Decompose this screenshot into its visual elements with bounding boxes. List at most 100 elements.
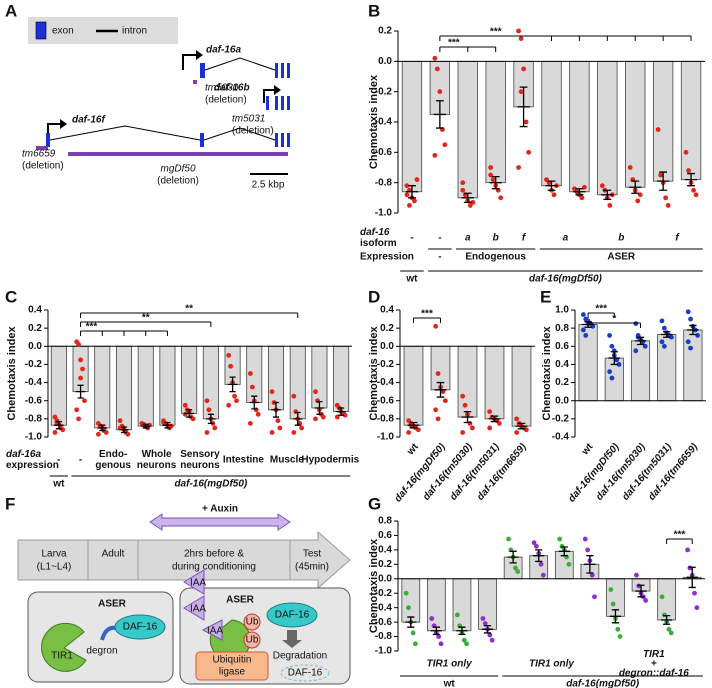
protein-label: DAF-16 xyxy=(275,610,310,621)
allele-label: tm6659 xyxy=(22,149,56,160)
molecule-label: Ub xyxy=(246,617,259,628)
y-tick-label: -0.4 xyxy=(25,377,43,388)
x-tick-label: wt xyxy=(579,441,596,458)
data-point xyxy=(518,89,524,95)
stage-label: during conditioning xyxy=(172,562,256,573)
data-point xyxy=(76,416,82,422)
significance-label: *** xyxy=(595,304,607,315)
error-bar xyxy=(660,331,673,338)
error-bar xyxy=(629,180,642,194)
significance-bracket xyxy=(587,312,615,318)
legend-label: exon xyxy=(52,26,74,37)
error-bar xyxy=(271,401,281,418)
group-label: genous xyxy=(95,460,131,471)
protein-label: degron xyxy=(86,646,117,657)
data-point xyxy=(406,430,412,435)
group-label: Muscle xyxy=(270,455,304,466)
data-point xyxy=(609,343,615,349)
error-bar xyxy=(634,336,647,346)
allele-note: (deletion) xyxy=(205,95,247,106)
error-bar xyxy=(656,171,670,191)
error-bar xyxy=(433,100,447,129)
group-label: f xyxy=(675,233,680,244)
y-tick-label: -1.0 xyxy=(25,432,43,443)
data-point xyxy=(228,363,234,369)
data-point xyxy=(403,590,409,596)
data-point xyxy=(516,28,521,34)
data-point xyxy=(60,427,66,433)
data-point xyxy=(666,626,672,632)
group-label: TIR1 xyxy=(643,649,665,660)
x-tick-label: wt xyxy=(405,441,422,458)
panel-label: E xyxy=(540,287,551,306)
data-point xyxy=(685,309,691,315)
panel-label: D xyxy=(368,287,380,306)
data-point xyxy=(616,362,622,367)
exon xyxy=(266,96,269,110)
error-bar xyxy=(206,413,216,425)
data-point xyxy=(433,407,439,413)
error-bar xyxy=(488,415,501,423)
bar xyxy=(457,345,478,418)
group-label: TIR1 only xyxy=(529,659,574,670)
y-tick-label: -0.4 xyxy=(377,377,395,388)
y-tick-label: 0.2 xyxy=(378,26,392,37)
data-point xyxy=(526,149,532,155)
y-tick-label: 0.6 xyxy=(378,530,392,541)
panel-label: A xyxy=(5,1,17,20)
data-point xyxy=(487,632,493,638)
data-point xyxy=(688,345,693,351)
data-point xyxy=(661,325,667,331)
significance-label: *** xyxy=(674,530,686,541)
data-point xyxy=(659,318,665,324)
panel-a: A exon intron daf-16a tm5030 (deletion) … xyxy=(5,1,290,191)
process-label: Degradation xyxy=(273,651,327,662)
y-tick-label: 0.4 xyxy=(555,359,569,370)
data-point xyxy=(342,412,348,418)
data-point xyxy=(661,343,667,349)
row-title: daf-16 xyxy=(360,227,390,238)
isoform-label: daf-16f xyxy=(72,115,106,126)
group-label: b xyxy=(618,233,624,244)
error-bar xyxy=(684,172,698,187)
error-bar xyxy=(227,376,238,393)
exon-key xyxy=(35,21,47,40)
y-tick-label: -0.8 xyxy=(375,631,393,642)
data-point xyxy=(534,543,539,549)
row-title: Expression xyxy=(360,252,414,263)
data-point xyxy=(513,565,518,571)
data-point xyxy=(695,333,701,338)
bar xyxy=(401,60,423,193)
data-point xyxy=(464,641,469,647)
protein-label: DAF-16 xyxy=(288,668,323,679)
isoform-label: daf-16b xyxy=(214,83,250,94)
stage-label: (45min) xyxy=(295,562,329,573)
data-point xyxy=(470,199,476,205)
data-point xyxy=(80,366,85,372)
bar xyxy=(137,345,154,427)
protein-label: Ubiquitin xyxy=(213,655,252,666)
error-bar xyxy=(407,421,420,429)
data-point xyxy=(436,634,442,639)
exon xyxy=(281,96,284,110)
y-tick-label: 0.4 xyxy=(380,305,394,316)
data-point xyxy=(442,398,448,404)
data-point xyxy=(460,393,466,399)
bar xyxy=(652,60,674,182)
y-tick-label: -1.0 xyxy=(375,646,393,657)
protein-label: TIR1 xyxy=(51,651,73,662)
error-bar xyxy=(489,175,502,190)
iaa-shape xyxy=(201,619,223,641)
group-label: Intestine xyxy=(223,455,265,466)
y-tick-label: 0.0 xyxy=(378,573,392,584)
significance-bracket xyxy=(80,312,299,318)
isoform-label: daf-16a xyxy=(206,45,241,56)
group-label: - xyxy=(79,455,82,466)
data-point xyxy=(117,418,123,424)
bar xyxy=(452,578,472,632)
data-point xyxy=(462,402,468,408)
data-point xyxy=(320,414,326,420)
arrow-head xyxy=(60,119,67,129)
exon xyxy=(275,63,278,78)
data-point xyxy=(460,430,466,435)
